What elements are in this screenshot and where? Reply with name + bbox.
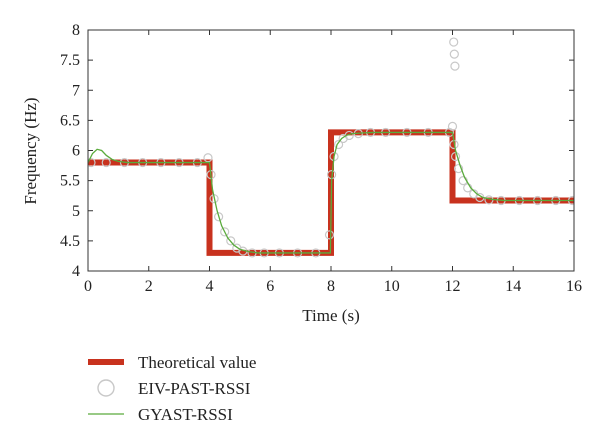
series-eiv-past-rssi-point — [453, 163, 464, 174]
y-axis-label: Frequency (Hz) — [21, 97, 40, 204]
legend-label-gyast-rssi: GYAST-RSSI — [138, 405, 233, 424]
y-tick-label: 8 — [72, 22, 80, 39]
series-eiv-past-rssi-point — [220, 227, 230, 237]
y-tick-label: 7.5 — [60, 52, 80, 69]
x-tick-label: 4 — [206, 278, 214, 295]
legend-label-theoretical-value: Theoretical value — [138, 353, 256, 372]
series-eiv-past-rssi-point — [101, 157, 111, 168]
legend-label-eiv-past-rssi: EIV-PAST-RSSI — [138, 379, 251, 398]
series-eiv-past-rssi-point — [449, 37, 459, 47]
series-gyast-rssi-line — [88, 131, 574, 254]
x-tick-label: 2 — [145, 278, 153, 295]
series-eiv-past-rssi-point — [203, 153, 213, 163]
plot-area — [88, 37, 574, 258]
series-eiv-past-rssi-point — [88, 157, 96, 168]
y-tick-label: 6 — [72, 143, 80, 160]
series-eiv-past-rssi-point — [324, 230, 335, 240]
y-tick-label: 6.5 — [60, 112, 80, 129]
x-tick-label: 6 — [266, 278, 274, 295]
x-tick-label: 16 — [566, 278, 582, 295]
axes: 0 2 4 6 8 10 12 14 16 4 4.5 5 5.5 6 6.5 7 7.5 8 — [60, 22, 582, 295]
y-tick-label: 4.5 — [60, 233, 80, 250]
x-axis-label: Time (s) — [302, 306, 359, 325]
x-tick-label: 8 — [327, 278, 335, 295]
y-tick-label: 4 — [72, 263, 80, 280]
x-tick-label: 0 — [84, 278, 92, 295]
x-tick-label: 10 — [384, 278, 400, 295]
y-tick-label: 5 — [72, 203, 80, 220]
y-tick-label: 5.5 — [60, 173, 80, 190]
legend: Theoretical value EIV-PAST-RSSI GYAST-RSSI — [88, 353, 256, 424]
series-eiv-past-rssi-point — [333, 139, 344, 150]
x-tick-label: 12 — [445, 278, 461, 295]
series-eiv-past-rssi-point — [226, 236, 236, 246]
series-eiv-past-rssi-point — [450, 61, 460, 71]
series-eiv-past-rssi-point — [449, 49, 459, 59]
y-tick-label: 7 — [72, 82, 80, 99]
series-eiv-past-rssi-point — [447, 121, 458, 132]
series-eiv-past-rssi-point — [214, 212, 224, 222]
legend-swatch-eiv-past-rssi — [97, 379, 115, 397]
x-tick-label: 14 — [505, 278, 521, 295]
